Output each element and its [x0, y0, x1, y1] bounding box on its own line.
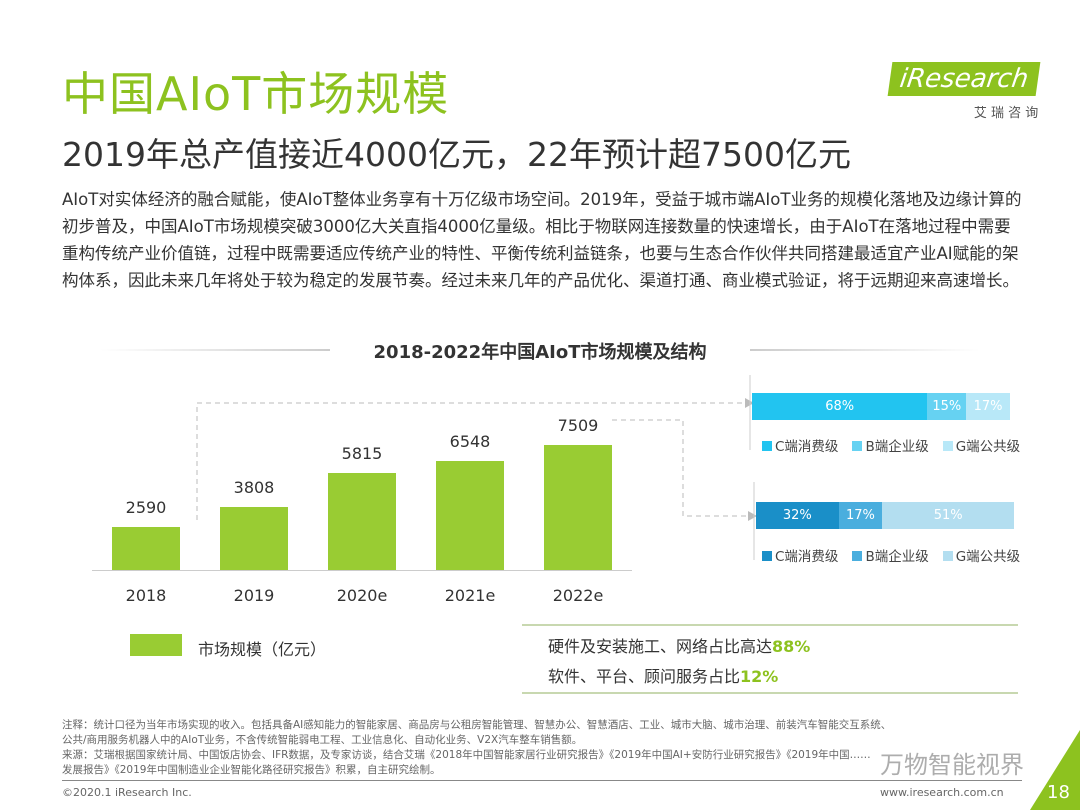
watermark: 万物智能视界	[880, 751, 1024, 779]
stacked-bar-2019: 68% 15% 17%	[752, 393, 1010, 420]
page-corner-shape	[1030, 730, 1080, 810]
logo-cn: 艾 瑞 咨 询	[973, 106, 1039, 121]
page-title: 中国AIoT市场规模	[62, 67, 450, 121]
value-label: 5815	[341, 444, 383, 464]
legend-g: G端公共级	[955, 549, 1021, 565]
category-label: 2019	[233, 586, 275, 605]
page-number: 18	[1047, 782, 1070, 803]
page-subtitle: 2019年总产值接近4000亿元，22年预计超7500亿元	[62, 135, 851, 174]
legend-c: C端消费级	[775, 439, 839, 455]
legend-2019: C端消费级 B端企业级 G端公共级	[762, 435, 1020, 455]
category-label: 2022e	[552, 586, 604, 605]
segment-b-2019: 15%	[927, 393, 967, 420]
x-axis	[92, 570, 632, 571]
value-label: 7509	[557, 416, 599, 435]
copyright: ©2020.1 iResearch Inc.	[62, 786, 192, 799]
summary-hardware: 硬件及安装施工、网络占比高达88%	[548, 637, 811, 656]
segment-c-2022: 32%	[756, 502, 839, 529]
legend-b: B端企业级	[865, 549, 929, 565]
footnotes: 注释：统计口径为当年市场实现的收入。包括具备AI感知能力的智能家居、商品房与公租…	[62, 719, 892, 776]
bar-2018	[112, 526, 180, 570]
intro-paragraph: AIoT对实体经济的融合赋能，使AIoT整体业务享有十万亿级市场空间。2019年…	[62, 190, 1022, 290]
segment-g-2019: 17%	[966, 393, 1010, 420]
value-label: 3808	[233, 477, 275, 497]
summary-box: 硬件及安装施工、网络占比高达88% 软件、平台、顾问服务占比12%	[522, 624, 1018, 694]
bar-2021e	[436, 460, 504, 570]
value-label: 2590	[125, 497, 167, 517]
summary-software: 软件、平台、顾问服务占比12%	[548, 667, 779, 686]
bar-2022e	[544, 445, 612, 570]
legend-g: G端公共级	[955, 439, 1021, 455]
legend-b: B端企业级	[865, 439, 929, 455]
divider	[100, 349, 330, 351]
legend-market-size: 市场规模（亿元）	[198, 640, 327, 659]
legend-c: C端消费级	[775, 549, 839, 565]
category-label: 2018	[125, 586, 167, 605]
iresearch-logo: iResearch 艾 瑞 咨 询	[887, 62, 1041, 121]
website-link: www.iresearch.com.cn	[880, 786, 1004, 799]
category-label: 2020e	[336, 586, 388, 605]
bar-2019	[220, 506, 288, 570]
segment-b-2022: 17%	[838, 502, 883, 529]
value-label: 6548	[449, 431, 491, 451]
legend-2022: C端消费级 B端企业级 G端公共级	[762, 545, 1020, 565]
stacked-bar-2022: 32% 17% 51%	[756, 502, 1014, 529]
bar-2020e	[328, 473, 396, 570]
legend-swatch	[130, 634, 182, 656]
footer-divider	[62, 780, 1022, 781]
segment-c-2019: 68%	[752, 393, 928, 420]
chart-title: 2018-2022年中国AIoT市场规模及结构	[373, 342, 707, 363]
segment-g-2022: 51%	[882, 502, 1014, 529]
category-label: 2021e	[444, 586, 496, 605]
